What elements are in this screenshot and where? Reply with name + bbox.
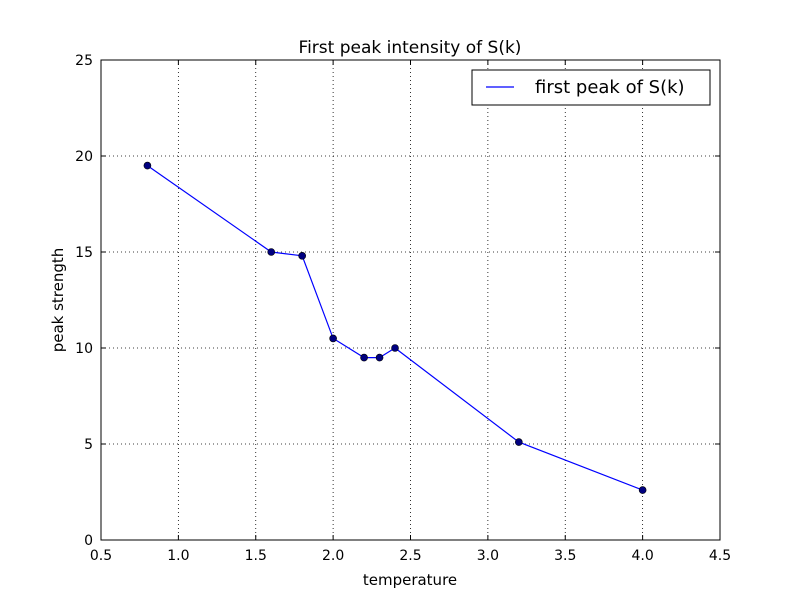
grid (100, 59, 721, 541)
x-tick-label: 4.0 (631, 548, 653, 564)
x-tick-label: 1.0 (167, 548, 189, 564)
axis-ticks: 0.5 1.0 1.5 2.0 2.5 3.0 3.5 4.0 4.5 0 5 10 15 20 25 (75, 53, 731, 564)
series-layer (143, 161, 647, 494)
data-point (375, 353, 384, 362)
x-tick-label: 3.0 (477, 548, 499, 564)
y-tick-label: 10 (75, 341, 93, 357)
data-point (143, 161, 152, 170)
data-point (360, 353, 368, 362)
data-point (329, 334, 337, 343)
x-tick-label: 3.5 (554, 548, 576, 564)
x-axis-label: temperature (363, 571, 457, 589)
x-tick-label: 0.5 (90, 548, 112, 564)
x-tick-label: 2.0 (322, 548, 344, 564)
data-point (298, 252, 306, 260)
data-point (391, 344, 399, 352)
y-tick-label: 15 (75, 245, 93, 261)
x-tick-label: 2.5 (399, 548, 421, 564)
x-tick-label: 1.5 (245, 548, 267, 564)
y-tick-label: 25 (75, 53, 93, 69)
series-line (147, 165, 643, 491)
data-point (638, 486, 647, 494)
legend-label: first peak of S(k) (535, 77, 685, 98)
y-axis-label: peak strength (49, 248, 67, 353)
y-tick-label: 0 (84, 533, 93, 549)
x-tick-label: 4.5 (709, 548, 731, 564)
chart-title: First peak intensity of S(k) (299, 38, 522, 58)
y-tick-label: 20 (75, 149, 93, 165)
data-point (267, 248, 276, 256)
legend: first peak of S(k) (471, 69, 711, 106)
data-point (515, 438, 523, 446)
y-tick-label: 5 (84, 437, 93, 453)
